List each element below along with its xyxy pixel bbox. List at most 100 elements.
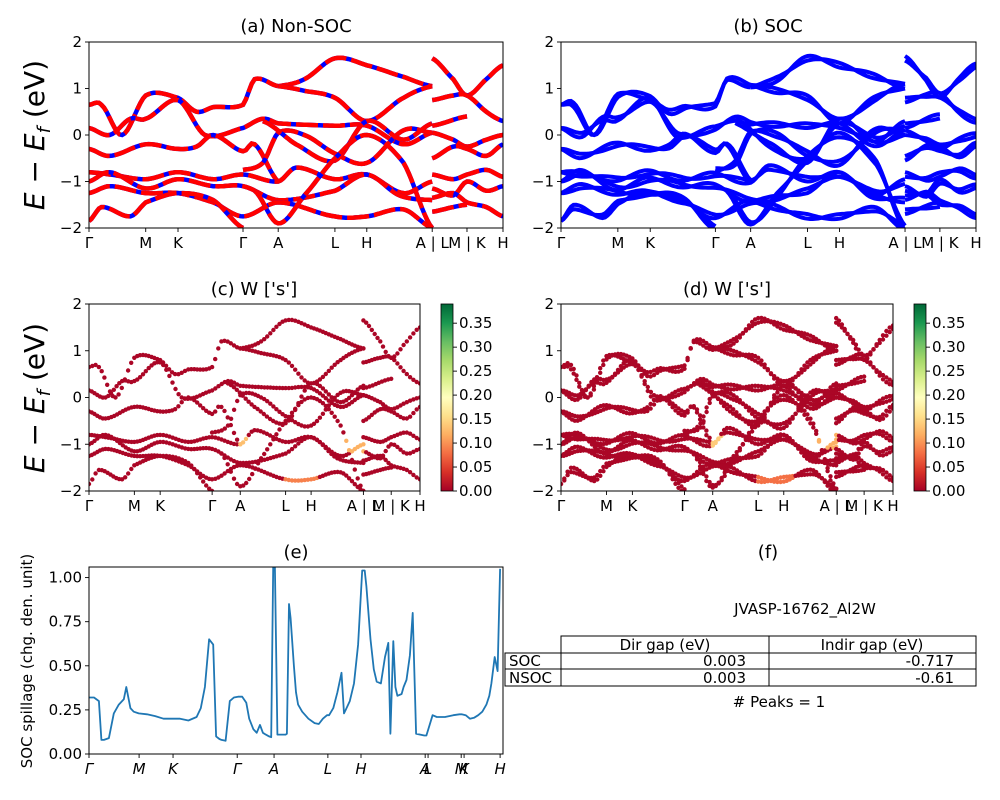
panel-e-ylabel: SOC spillage (chg. den. unit) [18, 554, 36, 769]
band-point [701, 419, 706, 424]
band-point [682, 413, 687, 418]
band-lines [561, 53, 976, 228]
band-point [243, 436, 249, 442]
band-point [819, 448, 825, 453]
band-point [759, 362, 764, 367]
band-point [329, 451, 334, 457]
axes-frame [88, 566, 504, 755]
band-point [383, 457, 388, 463]
band-point [787, 387, 792, 392]
band-point [811, 425, 816, 430]
band-point [192, 466, 197, 472]
material-title: JVASP-16762_Al2W [733, 600, 876, 619]
band-point [691, 405, 696, 410]
band-point [255, 461, 261, 466]
band-point [707, 461, 712, 467]
band-point [274, 385, 279, 391]
band-point [167, 373, 172, 379]
table-row-label: SOC [509, 652, 541, 670]
band-point [108, 391, 114, 396]
band-point [691, 452, 696, 457]
band-point [123, 475, 128, 480]
band-point [756, 388, 761, 393]
band-point [688, 429, 694, 434]
band-point [697, 460, 703, 465]
band-point [587, 439, 592, 444]
band-point [246, 399, 251, 404]
band-point [361, 488, 366, 491]
band-point [743, 328, 749, 333]
band-point [243, 396, 248, 401]
band-point [417, 381, 420, 386]
band-point [880, 453, 886, 458]
table-cell [768, 668, 977, 687]
gap-table: Dir gap (eV) Indir gap (eV) SOC 0.003 -0… [504, 635, 977, 687]
band-point [258, 456, 264, 461]
panel-a-ylabel: E − Ef (eV) [18, 60, 55, 210]
band-point [825, 396, 830, 401]
band-point [874, 342, 879, 347]
band-point [759, 479, 764, 485]
band-point [756, 421, 761, 426]
band-point [289, 385, 295, 391]
band-point [299, 384, 304, 390]
band-point [887, 409, 892, 414]
band-point [574, 377, 579, 382]
band-point [305, 395, 311, 401]
band-point [299, 478, 304, 483]
band-point [562, 362, 567, 368]
band-point [401, 416, 406, 421]
band-point [96, 364, 102, 370]
band-point [258, 339, 264, 344]
band-point [299, 394, 304, 399]
band-point [737, 413, 742, 418]
band-point [762, 440, 767, 445]
band-line-red [431, 91, 503, 124]
band-point [648, 406, 653, 411]
band-point [685, 446, 690, 452]
band-point [404, 400, 409, 405]
band-point [796, 396, 801, 402]
band-point [407, 398, 413, 403]
band-point [198, 475, 203, 480]
band-point [853, 346, 859, 351]
band-point [799, 393, 804, 399]
panel-f-title: (f) [758, 542, 778, 563]
y-tick-label: 2 [544, 33, 554, 51]
x-tick-label: H [778, 497, 789, 515]
band-point [834, 343, 839, 349]
band-point [618, 364, 624, 369]
band-point [642, 381, 647, 387]
colorbar-tick-label: 0.15 [459, 410, 492, 428]
band-point [213, 386, 218, 391]
band-point [704, 474, 709, 479]
band-point [682, 390, 687, 395]
band-point [828, 478, 833, 483]
band-point [682, 428, 687, 433]
band-point [332, 414, 337, 419]
colorbar-tick-label: 0.25 [932, 362, 965, 380]
band-point [299, 375, 304, 380]
band-point [828, 474, 833, 479]
band-point [250, 471, 255, 477]
band-point [249, 402, 254, 407]
band-point [734, 410, 739, 415]
band-point [839, 322, 845, 327]
x-tick-label: K [155, 497, 166, 515]
band-point [799, 450, 804, 455]
band-point [778, 397, 783, 403]
band-point [389, 465, 394, 470]
band-point [317, 415, 323, 420]
band-point [401, 430, 406, 435]
band-point [877, 466, 882, 471]
band-point [887, 377, 892, 382]
band-point [731, 341, 736, 346]
band-point [722, 470, 727, 475]
band-point [258, 409, 263, 414]
band-point [861, 374, 867, 379]
y-tick-label: −1 [60, 173, 82, 191]
y-tick-label: −2 [532, 482, 554, 500]
